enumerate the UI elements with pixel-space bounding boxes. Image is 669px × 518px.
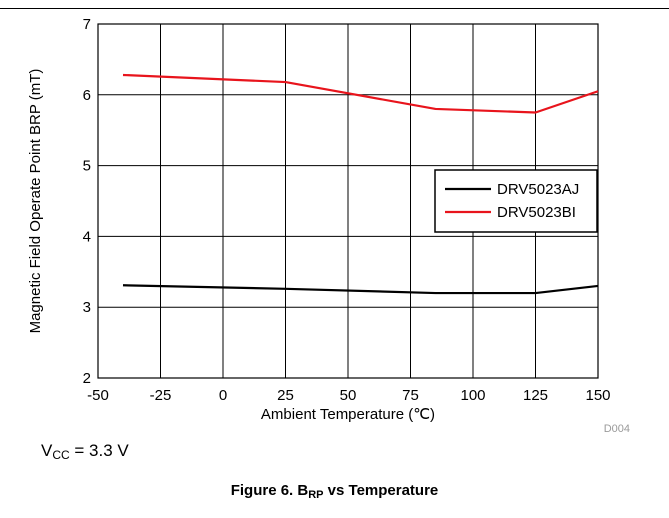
y-axis-label: Magnetic Field Operate Point BRP (mT) — [27, 69, 44, 334]
figure-caption: Figure 6. BRP vs Temperature — [0, 482, 669, 501]
series-line-drv5023bi — [122, 73, 599, 114]
vcc-note-sub: CC — [52, 448, 70, 462]
vcc-note-suffix: = 3.3 V — [69, 441, 129, 460]
line-chart: -50 -25 0 25 50 75 100 125 150 2 3 4 5 6 7 Ambient Temp… — [27, 16, 630, 435]
x-tick-label: 25 — [277, 387, 294, 404]
x-axis-label: Ambient Temperature (℃) — [261, 406, 435, 423]
figure-caption-suffix: vs Temperature — [323, 482, 439, 499]
y-tick-label: 3 — [83, 299, 91, 316]
figure-id: D004 — [604, 423, 630, 435]
x-tick-label: -25 — [150, 387, 172, 404]
legend-label: DRV5023AJ — [497, 181, 579, 198]
y-tick-label: 7 — [83, 16, 91, 33]
legend-box — [434, 169, 598, 233]
y-tick-label: 4 — [83, 228, 91, 245]
x-tick-label: -50 — [87, 387, 109, 404]
legend: DRV5023AJ DRV5023BI — [434, 169, 598, 233]
x-tick-label: 100 — [460, 387, 485, 404]
legend-label: DRV5023BI — [497, 204, 576, 221]
vcc-note-prefix: V — [41, 441, 53, 460]
figure-caption-prefix: Figure 6. B — [230, 482, 309, 499]
figure-caption-sub: RP — [308, 489, 324, 501]
y-tick-label: 5 — [83, 158, 91, 175]
plot-frame — [97, 23, 599, 379]
x-tick-label: 75 — [402, 387, 419, 404]
x-tick-label: 50 — [340, 387, 357, 404]
y-tick-label: 6 — [83, 87, 91, 104]
x-tick-label: 150 — [585, 387, 610, 404]
y-tick-label: 2 — [83, 370, 91, 387]
vcc-note: VCC = 3.3 V — [41, 441, 129, 465]
top-rule — [0, 8, 669, 9]
series-line-drv5023aj — [122, 284, 599, 295]
x-tick-label: 125 — [523, 387, 548, 404]
x-tick-label: 0 — [219, 387, 227, 404]
